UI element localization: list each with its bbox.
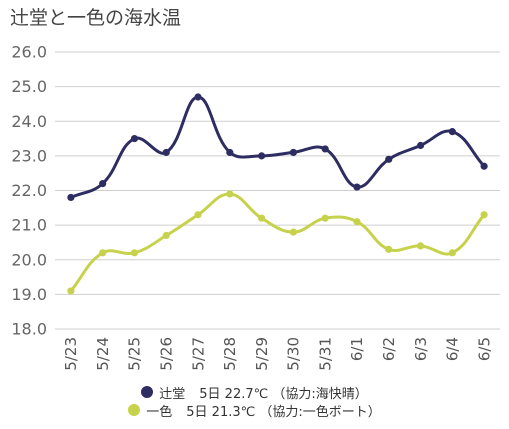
y-tick-label: 25.0 (11, 77, 47, 96)
data-point (385, 155, 393, 163)
x-axis-labels: 5/23 5/24 5/25 5/26 5/27 5/28 5/29 5/30 5/31 6/1 6… (62, 337, 493, 371)
series-layer (67, 93, 488, 295)
y-tick-label: 26.0 (11, 43, 47, 62)
line-chart: 18.0 19.0 20.0 21.0 22.0 23.0 24.0 25.0 26.0 5/2… (11, 43, 500, 371)
data-point (480, 211, 488, 219)
legend-detail: 5日 22.7℃ （協力:海快晴） (199, 386, 368, 402)
y-tick-label: 19.0 (11, 285, 47, 304)
x-tick-label: 6/5 (475, 337, 493, 361)
data-point (289, 228, 297, 236)
data-point (67, 287, 75, 295)
x-tick-label: 5/25 (126, 337, 144, 371)
data-point (289, 148, 297, 157)
y-tick-label: 18.0 (11, 320, 47, 339)
legend-item-1[interactable]: 辻堂 5日 22.7℃ （協力:海快晴） (141, 383, 368, 402)
data-point (99, 179, 107, 188)
data-point (480, 162, 488, 170)
x-tick-label: 6/1 (348, 337, 366, 361)
legend-marker-2 (128, 404, 141, 416)
x-tick-label: 6/4 (444, 337, 462, 361)
series-line-2 (69, 192, 486, 293)
data-point (385, 245, 393, 253)
data-point (321, 145, 329, 153)
y-tick-label: 23.0 (11, 146, 47, 165)
data-point (353, 183, 361, 191)
x-tick-label: 5/24 (94, 337, 112, 371)
data-point (448, 128, 456, 136)
data-point (353, 218, 361, 226)
data-point (162, 231, 170, 240)
data-point (448, 249, 456, 257)
data-point (130, 249, 139, 257)
series-line-1 (69, 95, 486, 199)
legend-series-name: 一色 (146, 404, 173, 420)
x-tick-label: 6/3 (412, 337, 430, 361)
x-tick-label: 6/2 (380, 337, 398, 361)
legend-item-2[interactable]: 一色 5日 21.3℃ （協力:一色ボート） (128, 401, 381, 420)
chart-title: 辻堂と一色の海水温 (10, 7, 182, 29)
x-tick-label: 5/28 (221, 337, 239, 371)
data-point (130, 134, 139, 143)
y-tick-label: 22.0 (11, 181, 47, 200)
data-point (162, 148, 170, 157)
data-point (258, 152, 266, 160)
data-point (321, 214, 329, 222)
data-point (416, 141, 425, 150)
x-tick-label: 5/27 (189, 337, 207, 371)
data-point (67, 193, 75, 202)
x-tick-label: 5/30 (285, 337, 303, 371)
gridlines (55, 51, 500, 330)
x-tick-label: 5/26 (158, 337, 176, 371)
x-tick-label: 5/31 (316, 337, 334, 371)
data-point (99, 249, 107, 257)
legend-detail: 5日 21.3℃ （協力:一色ボート） (186, 404, 381, 420)
y-tick-label: 21.0 (11, 216, 47, 235)
data-point (226, 190, 234, 198)
data-point (416, 242, 425, 250)
data-point (194, 93, 202, 101)
data-point (194, 211, 202, 219)
legend: 辻堂 5日 22.7℃ （協力:海快晴） 一色 5日 21.3℃ （協力:一色ボ… (0, 383, 509, 420)
legend-marker-1 (141, 386, 154, 398)
legend-series-name: 辻堂 (159, 386, 186, 402)
x-tick-label: 5/23 (62, 337, 80, 371)
y-tick-label: 24.0 (11, 112, 47, 131)
x-tick-label: 5/29 (253, 337, 271, 371)
y-tick-label: 20.0 (11, 250, 47, 269)
series-1 (67, 93, 488, 202)
y-axis-labels: 18.0 19.0 20.0 21.0 22.0 23.0 24.0 25.0 26.0 (11, 43, 47, 339)
series-2 (67, 190, 488, 295)
data-point (258, 214, 266, 222)
data-point (226, 148, 234, 157)
